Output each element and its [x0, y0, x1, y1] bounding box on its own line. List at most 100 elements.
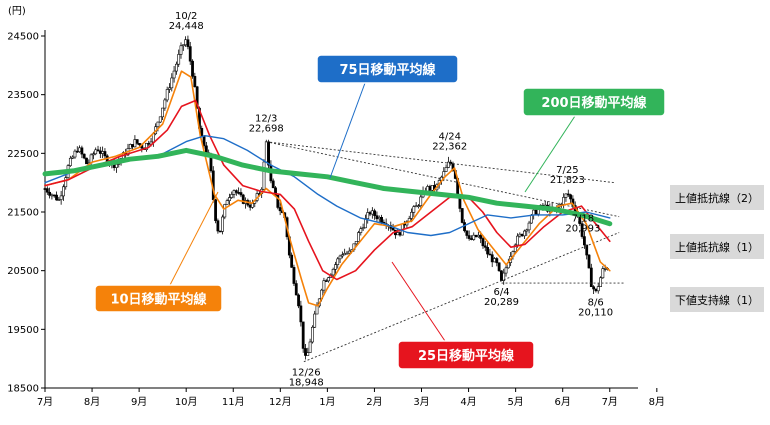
candle-body — [315, 305, 319, 315]
candle-body — [145, 143, 148, 150]
candle-body — [345, 252, 349, 255]
candle-body — [68, 157, 72, 166]
candle-body — [306, 352, 310, 356]
candle-body — [308, 341, 312, 353]
candle-body — [534, 209, 538, 215]
annotation-value: 21,823 — [550, 175, 585, 186]
candle-body — [262, 161, 266, 190]
candle-body — [241, 194, 245, 204]
candle-body — [290, 254, 294, 268]
candle-body — [566, 193, 570, 196]
candle-body — [301, 321, 305, 349]
callout-box — [316, 54, 459, 84]
candle-body — [396, 232, 400, 236]
side-label-box — [670, 287, 764, 312]
candle-body — [525, 229, 529, 232]
side-label-text: 上値抵抗線（1） — [675, 240, 759, 254]
annotation-date: 7/25 — [556, 165, 578, 176]
callout-label: 200日移動平均線 — [541, 95, 647, 111]
candle-body — [594, 288, 598, 292]
candle-body — [131, 144, 134, 148]
candle-body — [48, 191, 52, 196]
candle-body — [338, 255, 342, 260]
annotation-value: 20,289 — [484, 297, 519, 308]
callout-leader-line — [329, 82, 366, 179]
annotation-date: 12/3 — [255, 114, 277, 125]
candle-body — [161, 107, 164, 118]
candle-body — [251, 203, 254, 208]
candle-body — [297, 294, 300, 307]
candle-body — [527, 222, 531, 231]
candle-body — [299, 305, 303, 323]
candle-body — [85, 157, 88, 165]
candle-body — [184, 39, 188, 46]
ma75-line — [44, 135, 611, 237]
x-tick-label: 3月 — [413, 396, 429, 408]
candle-body — [497, 262, 501, 272]
y-tick-label: 24500 — [7, 32, 39, 43]
x-tick-label: 4月 — [460, 396, 476, 408]
candle-body — [354, 241, 358, 245]
candle-body — [516, 235, 519, 246]
candle-body — [583, 236, 586, 246]
candle-body — [472, 234, 476, 240]
candle-body — [237, 192, 241, 194]
candle-body — [428, 186, 432, 191]
candle-body — [460, 208, 464, 223]
x-tick-label: 7月 — [37, 396, 53, 408]
candle-body — [564, 193, 568, 198]
annotation-date: 10/2 — [175, 11, 197, 22]
candle-body — [474, 234, 478, 238]
candle-body — [82, 153, 86, 159]
candle-body — [96, 149, 100, 152]
annotation-value: 18,948 — [289, 378, 324, 389]
candle-body — [179, 45, 183, 55]
candle-body — [221, 216, 224, 232]
candle-body — [370, 210, 374, 215]
legend-callouts: 75日移動平均線 200日移動平均線 10日移動平均線 25日移動平均線 — [94, 54, 666, 370]
candle-body — [158, 116, 162, 123]
candle-body — [101, 151, 105, 154]
candle-body — [223, 204, 227, 218]
candle-body — [343, 253, 347, 256]
candle-body — [599, 277, 602, 287]
candle-body — [267, 141, 270, 166]
candle-body — [529, 214, 533, 224]
candle-body — [495, 258, 499, 264]
annotation-date: 12/26 — [292, 368, 321, 379]
x-tick-label: 9月 — [131, 396, 147, 408]
callout-leader-line — [391, 261, 446, 342]
candle-body — [375, 215, 379, 220]
annotation-value: 22,362 — [432, 141, 467, 152]
candle-body — [172, 70, 176, 79]
candle-body — [64, 177, 68, 188]
candle-body — [191, 60, 194, 77]
y-tick-label: 23500 — [7, 90, 39, 101]
x-tick-label: 8月 — [649, 396, 665, 408]
candle-body — [373, 210, 377, 216]
candle-body — [340, 254, 344, 257]
callout-label: 10日移動平均線 — [110, 292, 207, 308]
candle-body — [347, 250, 351, 254]
candle-body — [163, 99, 167, 109]
candle-body — [59, 195, 63, 200]
ma25-line — [44, 99, 611, 281]
candle-body — [128, 144, 132, 149]
candle-body — [50, 194, 54, 197]
candle-body — [147, 143, 151, 145]
candle-body — [115, 164, 118, 168]
candle-body — [135, 139, 139, 144]
side-label-text: 上値抵抗線（2） — [675, 191, 759, 205]
candle-body — [523, 230, 526, 237]
trend-line — [303, 232, 620, 363]
candle-body — [45, 188, 49, 193]
candle-body — [278, 207, 282, 212]
candle-body — [410, 211, 413, 219]
candle-body — [186, 39, 190, 47]
candle-body — [94, 149, 98, 155]
annotation-date: 6/4 — [493, 287, 509, 298]
candle-body — [276, 194, 280, 208]
candle-body — [398, 232, 402, 236]
candle-body — [470, 238, 473, 240]
candle-body — [248, 204, 252, 208]
